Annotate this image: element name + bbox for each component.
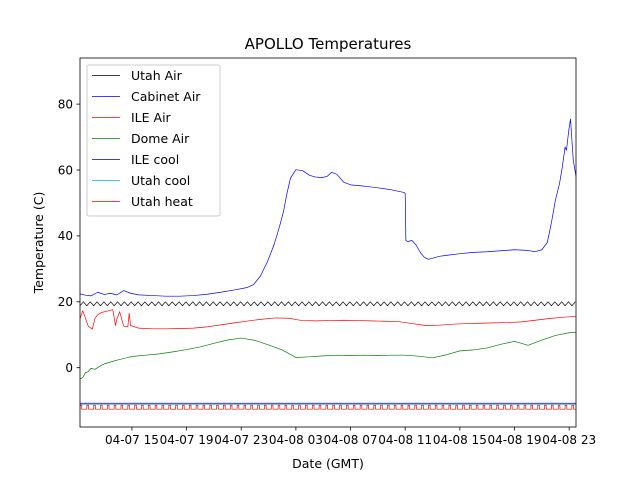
x-tick-label: 04-07 23 — [214, 433, 268, 447]
y-tick-label: 20 — [58, 295, 73, 309]
x-tick-label: 04-08 03 — [269, 433, 323, 447]
x-tick-label: 04-08 19 — [488, 433, 542, 447]
y-tick-label: 80 — [58, 97, 73, 111]
x-tick-label: 04-07 19 — [160, 433, 214, 447]
legend-label-utah-heat: Utah heat — [131, 194, 193, 209]
legend-label-utah-air: Utah Air — [131, 68, 183, 83]
y-tick-label: 40 — [58, 229, 73, 243]
x-axis-label: Date (GMT) — [292, 456, 364, 471]
series-layer — [80, 118, 576, 410]
x-axis: 04-07 15 04-07 19 04-07 23 04-08 03 04-08 07… — [105, 427, 596, 447]
legend-label-utah-cool: Utah cool — [131, 173, 190, 188]
y-axis-label: Temperature (C) — [31, 192, 46, 295]
x-tick-label: 04-08 11 — [378, 433, 432, 447]
series-line-cabinet-air — [80, 118, 576, 297]
y-tick-label: 0 — [65, 361, 73, 375]
legend-label-ile-cool: ILE cool — [131, 152, 179, 167]
y-axis: 0 20 40 60 80 — [58, 97, 80, 375]
legend-label-cabinet-air: Cabinet Air — [131, 89, 201, 104]
legend-label-dome-air: Dome Air — [131, 131, 190, 146]
x-tick-label: 04-07 15 — [105, 433, 159, 447]
legend-box — [86, 64, 221, 217]
y-tick-label: 60 — [58, 163, 73, 177]
legend: Utah Air Cabinet Air ILE Air Dome Air ILE co… — [86, 64, 221, 217]
series-line-utah-heat — [80, 404, 576, 410]
x-tick-label: 04-08 23 — [542, 433, 596, 447]
x-tick-label: 04-08 15 — [433, 433, 487, 447]
series-line-utah-air — [80, 301, 576, 307]
plot-frame — [79, 57, 577, 428]
chart-title: APOLLO Temperatures — [245, 35, 412, 53]
series-line-dome-air — [80, 332, 576, 380]
legend-label-ile-air: ILE Air — [131, 110, 172, 125]
x-tick-label: 04-08 07 — [324, 433, 378, 447]
series-line-ile-air — [80, 309, 576, 330]
